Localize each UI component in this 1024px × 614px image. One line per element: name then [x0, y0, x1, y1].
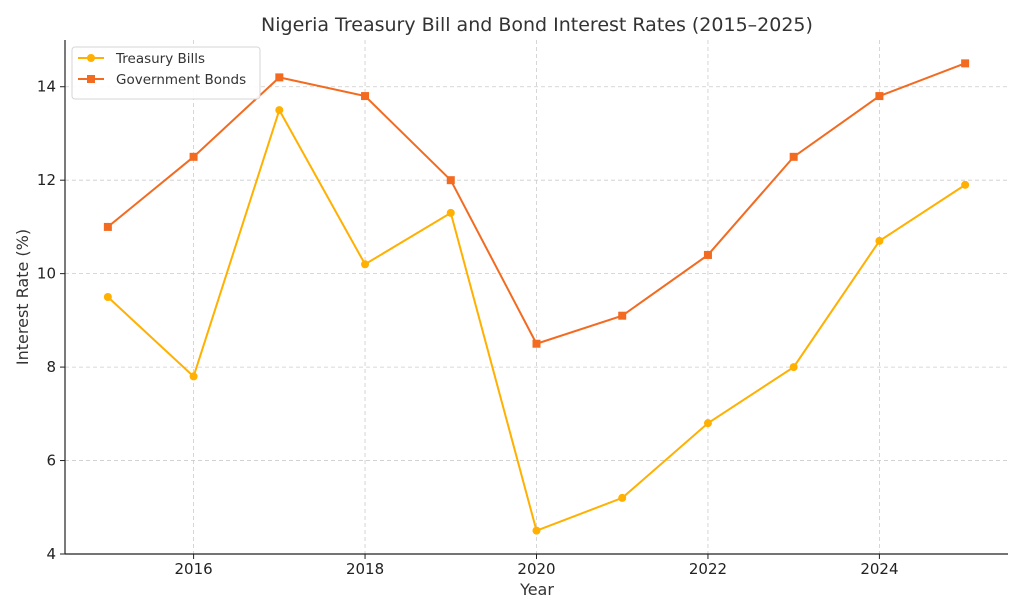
x-tick-label: 2022 — [689, 560, 727, 578]
data-point-1 — [103, 293, 112, 301]
data-point-2 — [275, 73, 284, 82]
series-layer — [103, 59, 970, 535]
data-point-2 — [618, 311, 627, 320]
data-point-2 — [361, 92, 370, 101]
data-point-1 — [875, 236, 884, 245]
x-tick-label: 2016 — [174, 560, 212, 578]
y-tick-label: 4 — [46, 545, 56, 563]
data-point-1 — [189, 372, 198, 381]
data-point-2 — [446, 176, 455, 185]
data-point-1 — [275, 106, 284, 115]
legend-marker-2 — [87, 75, 95, 83]
x-tick-label: 2020 — [517, 560, 555, 578]
ticks: 2016 2018 2020 2022 2024 4 6 8 10 12 14 — [37, 78, 899, 578]
legend-box — [71, 46, 261, 100]
legend-label-2: Government Bonds — [116, 72, 246, 88]
data-point-2 — [189, 152, 198, 161]
grid — [65, 40, 1008, 555]
chart-title: Nigeria Treasury Bill and Bond Interest … — [261, 14, 813, 36]
data-point-1 — [361, 260, 370, 269]
y-tick-label: 12 — [37, 171, 56, 189]
data-point-2 — [789, 152, 798, 161]
y-tick-label: 6 — [46, 452, 56, 470]
data-point-1 — [703, 419, 712, 428]
y-axis-label: Interest Rate (%) — [13, 229, 32, 365]
data-point-2 — [703, 250, 712, 259]
data-point-2 — [532, 339, 541, 348]
legend-marker-1 — [87, 54, 95, 62]
data-point-1 — [618, 493, 627, 502]
data-point-2 — [103, 222, 112, 231]
legend: Treasury Bills Government Bonds — [71, 46, 261, 100]
data-point-2 — [961, 59, 970, 68]
data-point-1 — [789, 363, 798, 372]
y-tick-label: 10 — [37, 265, 56, 283]
data-point-1 — [446, 208, 455, 217]
x-tick-label: 2024 — [860, 560, 898, 578]
data-point-2 — [875, 92, 884, 101]
x-tick-label: 2018 — [346, 560, 384, 578]
data-point-1 — [532, 526, 541, 535]
x-axis-label: Year — [519, 580, 554, 599]
data-point-1 — [961, 180, 970, 189]
legend-label-1: Treasury Bills — [115, 51, 205, 67]
y-tick-label: 14 — [37, 78, 56, 96]
y-tick-label: 8 — [46, 358, 56, 376]
